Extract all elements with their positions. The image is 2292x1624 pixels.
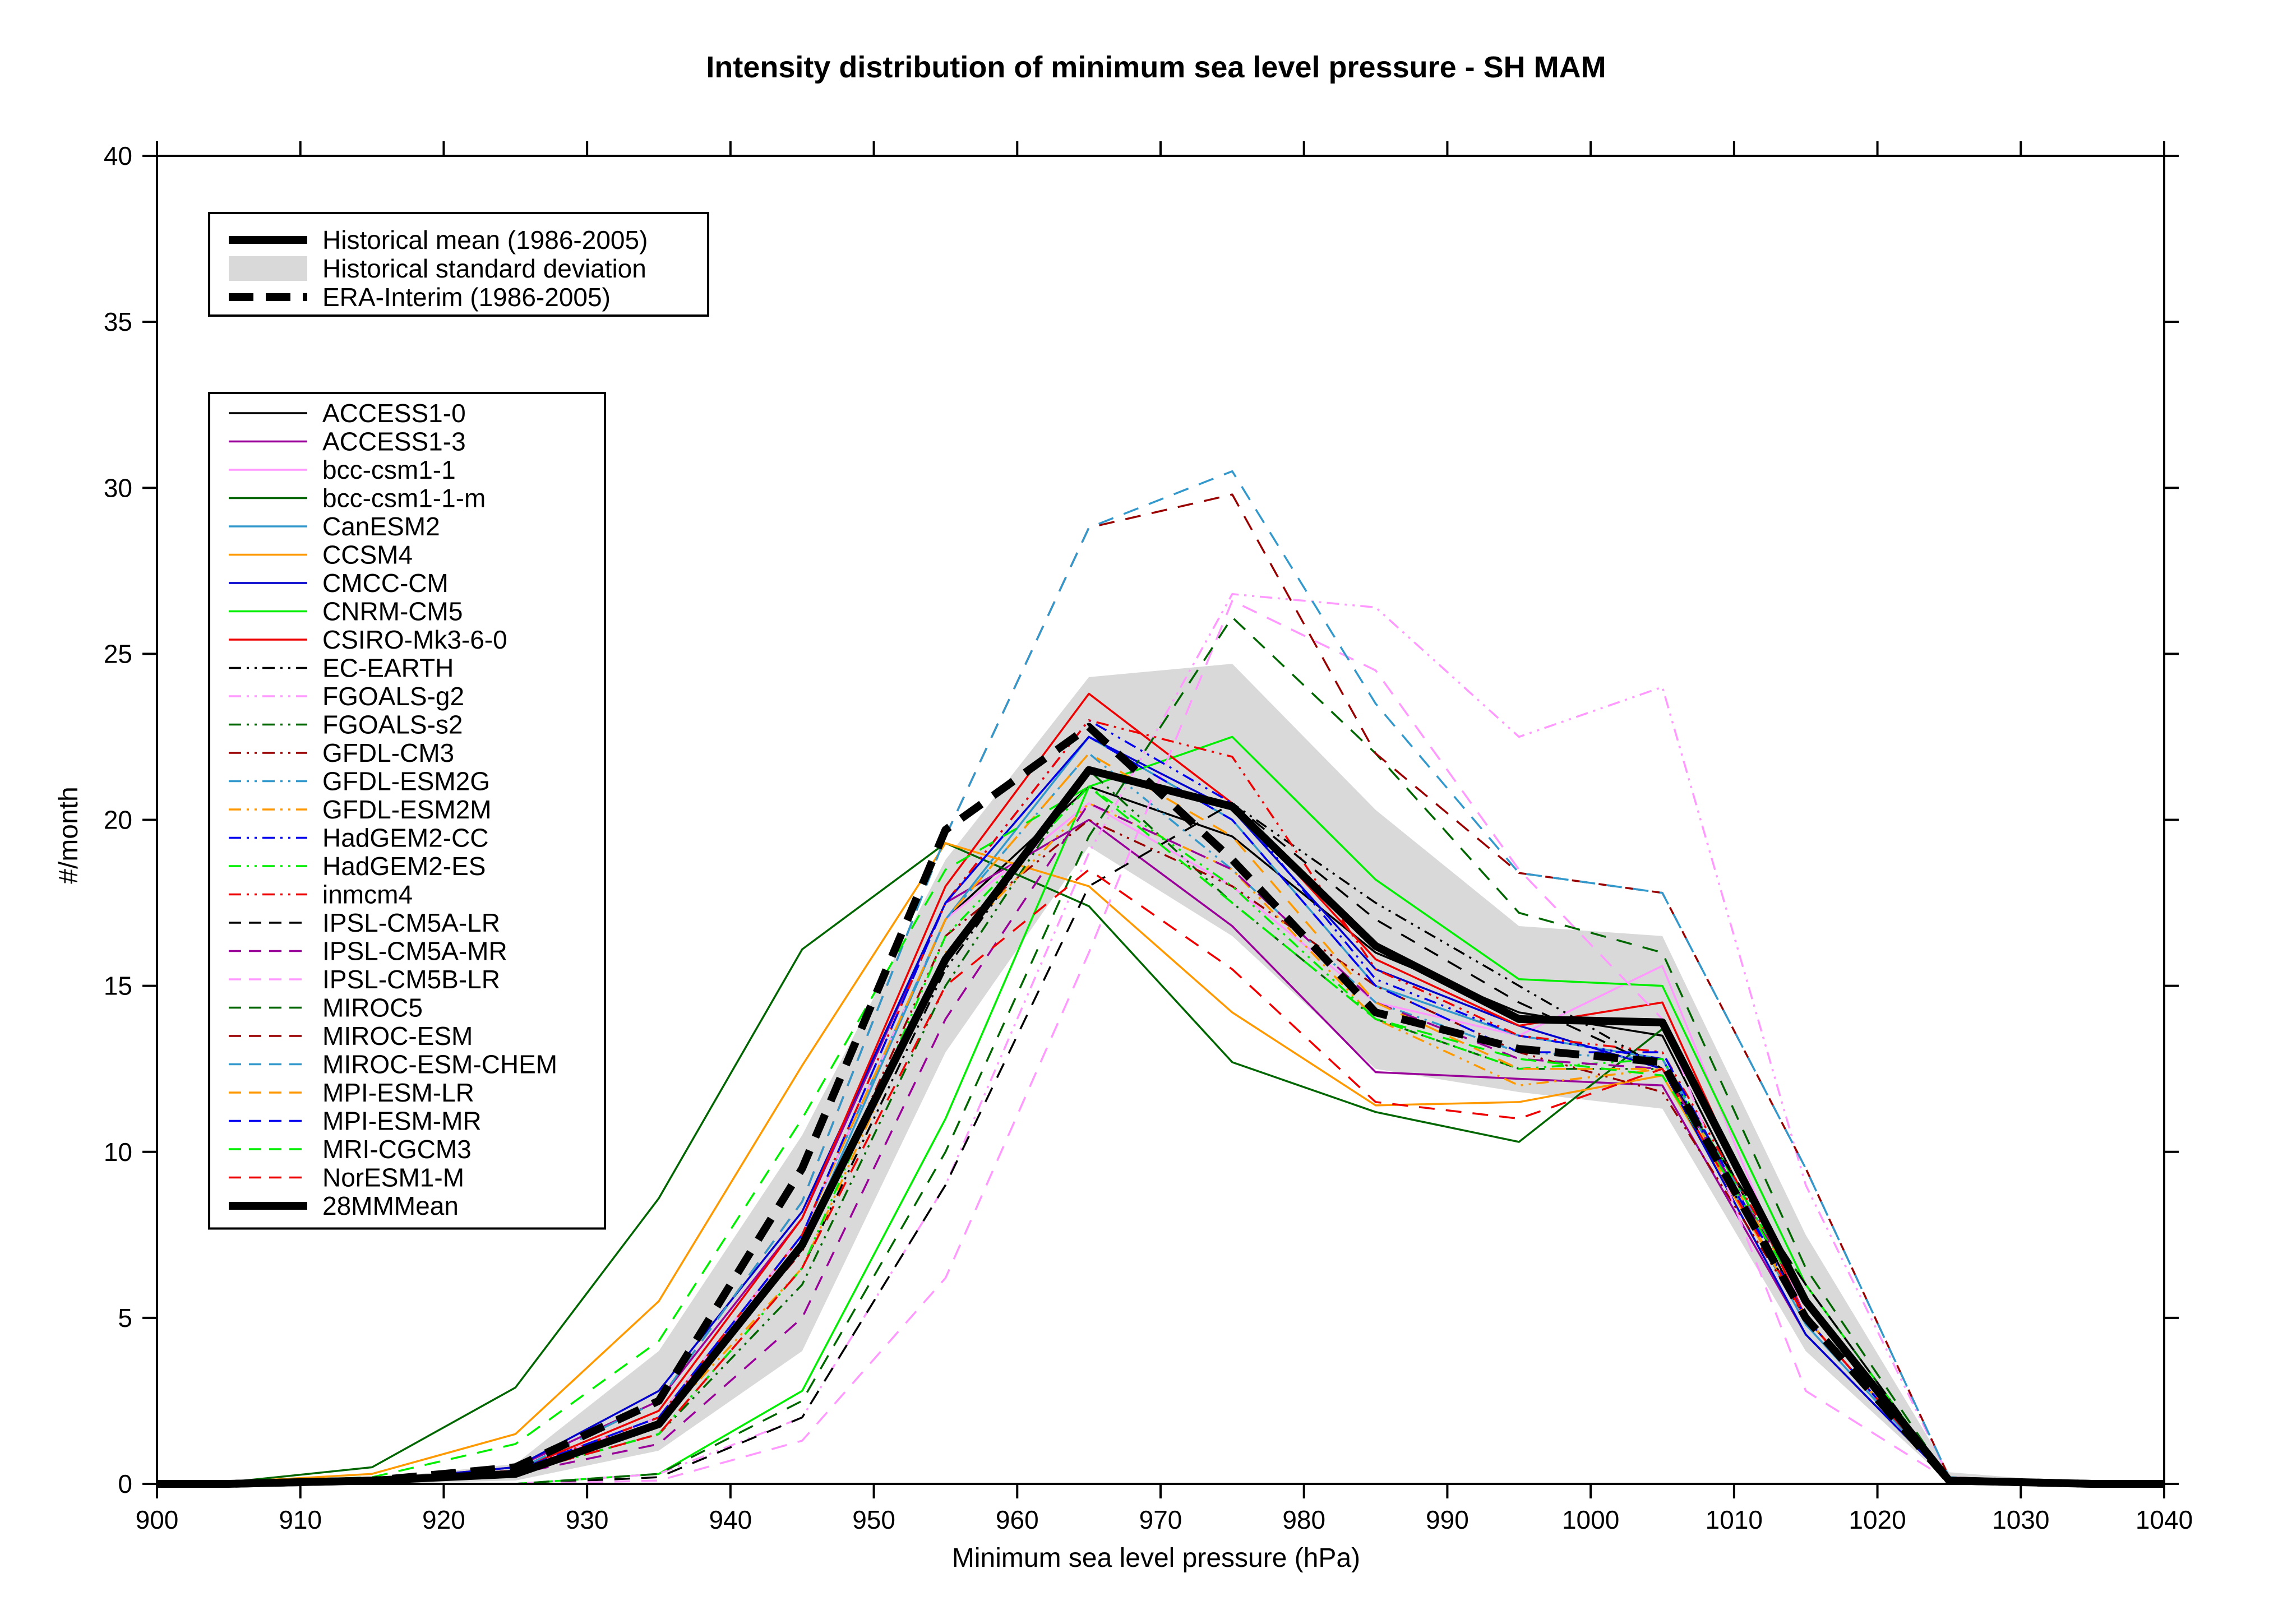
x-tick-label: 950 <box>852 1505 895 1534</box>
model-legend-box <box>208 392 606 1230</box>
y-tick-label: 25 <box>104 639 132 668</box>
legend-label-historical-mean-1986-2005: Historical mean (1986-2005) <box>322 225 648 255</box>
legend-label-gfdl-esm2m: GFDL-ESM2M <box>322 795 492 824</box>
legend-label-ipsl-cm5a-lr: IPSL-CM5A-LR <box>322 908 500 937</box>
series-line-miroc5 <box>157 616 2164 1485</box>
legend-label-fgoals-s2: FGOALS-s2 <box>322 710 463 739</box>
legend-label-cmcc-cm: CMCC-CM <box>322 568 449 598</box>
y-tick-label: 5 <box>118 1303 132 1332</box>
x-tick-label: 920 <box>422 1505 465 1534</box>
legend-label-access1-3: ACCESS1-3 <box>322 427 466 456</box>
legend-label-hadgem2-es: HadGEM2-ES <box>322 852 486 881</box>
legend-label-mri-cgcm3: MRI-CGCM3 <box>322 1135 472 1164</box>
series-layer <box>156 470 2164 1488</box>
model-legend: ACCESS1-0ACCESS1-3bcc-csm1-1bcc-csm1-1-m… <box>208 392 606 1230</box>
legend-label-mpi-esm-mr: MPI-ESM-MR <box>322 1107 482 1136</box>
legend-label-miroc-esm-chem: MIROC-ESM-CHEM <box>322 1050 557 1079</box>
x-tick-label: 1040 <box>2136 1505 2193 1534</box>
x-tick-label: 1030 <box>1992 1505 2049 1534</box>
x-tick-label: 970 <box>1139 1505 1182 1534</box>
x-tick-label: 900 <box>136 1505 179 1534</box>
legend-label-era-interim-1986-2005: ERA-Interim (1986-2005) <box>322 283 611 312</box>
x-axis-label: Minimum sea level pressure (hPa) <box>952 1543 1360 1573</box>
legend-label-canesm2: CanESM2 <box>322 512 440 541</box>
legend-label-gfdl-cm3: GFDL-CM3 <box>322 738 454 767</box>
legend-label-bcc-csm1-1-m: bcc-csm1-1-m <box>322 484 486 513</box>
y-tick-label: 0 <box>118 1469 132 1498</box>
legend-label-gfdl-esm2g: GFDL-ESM2G <box>322 767 490 796</box>
legend-label-access1-0: ACCESS1-0 <box>322 399 466 428</box>
legend-label-cnrm-cm5: CNRM-CM5 <box>322 597 463 626</box>
x-tick-label: 990 <box>1426 1505 1469 1534</box>
axes-layer: 900 910 920 930 940 950 960 970 980 990 1000 1010 10… <box>104 141 2193 1534</box>
legend-label-csiro-mk3-6-0: CSIRO-Mk3-6-0 <box>322 625 507 654</box>
x-tick-label: 1020 <box>1849 1505 1906 1534</box>
legend-label-noresm1-m: NorESM1-M <box>322 1163 464 1192</box>
x-tick-label: 1010 <box>1706 1505 1763 1534</box>
chart-title: Intensity distribution of minimum sea le… <box>706 50 1606 84</box>
legend-label-ec-earth: EC-EARTH <box>322 654 454 683</box>
reference-legend: Historical mean (1986-2005)Historical st… <box>208 212 709 317</box>
legend-label-mpi-esm-lr: MPI-ESM-LR <box>322 1078 474 1107</box>
y-tick-label: 10 <box>104 1137 132 1167</box>
series-line-ipsl-cm5a-lr <box>157 802 2164 1485</box>
series-line-fgoals-g2 <box>157 593 2164 1485</box>
y-tick-label: 15 <box>104 971 132 1001</box>
legend-swatch-historical-standard-deviation <box>229 256 307 281</box>
x-tick-label: 930 <box>566 1505 609 1534</box>
x-tick-label: 960 <box>996 1505 1039 1534</box>
y-axis-label: #/month <box>54 786 84 883</box>
legend-label-historical-standard-deviation: Historical standard deviation <box>322 254 646 283</box>
legend-label-ipsl-cm5a-mr: IPSL-CM5A-MR <box>322 937 507 966</box>
y-tick-label: 35 <box>104 307 132 336</box>
legend-label-fgoals-g2: FGOALS-g2 <box>322 682 464 711</box>
x-tick-label: 910 <box>279 1505 322 1534</box>
y-tick-label: 40 <box>104 141 132 170</box>
legend-label-hadgem2-cc: HadGEM2-CC <box>322 823 489 853</box>
legend-label-ipsl-cm5b-lr: IPSL-CM5B-LR <box>322 965 500 994</box>
series-line-28mmmean <box>157 766 2164 1488</box>
series-line-mpi-esm-mr <box>157 735 2164 1485</box>
x-tick-label: 980 <box>1282 1505 1325 1534</box>
y-tick-label: 30 <box>104 473 132 502</box>
legend-label-miroc5: MIROC5 <box>322 993 423 1022</box>
legend-label-28mmmean: 28MMMean <box>322 1191 459 1220</box>
series-line-miroc-esm <box>157 493 2164 1485</box>
y-tick-label: 20 <box>104 806 132 835</box>
legend-label-bcc-csm1-1: bcc-csm1-1 <box>322 455 456 484</box>
x-tick-label: 940 <box>709 1505 752 1534</box>
legend-label-miroc-esm: MIROC-ESM <box>322 1021 473 1051</box>
series-line-miroc-esm-chem <box>157 470 2164 1485</box>
std-band <box>157 664 2164 1484</box>
series-line-noresm1-m <box>157 868 2164 1485</box>
legend-label-ccsm4: CCSM4 <box>322 540 413 570</box>
series-line-ipsl-cm5b-lr <box>157 599 2164 1485</box>
x-tick-label: 1000 <box>1562 1505 1619 1534</box>
legend-label-inmcm4: inmcm4 <box>322 880 413 909</box>
std-band-layer <box>157 664 2164 1484</box>
